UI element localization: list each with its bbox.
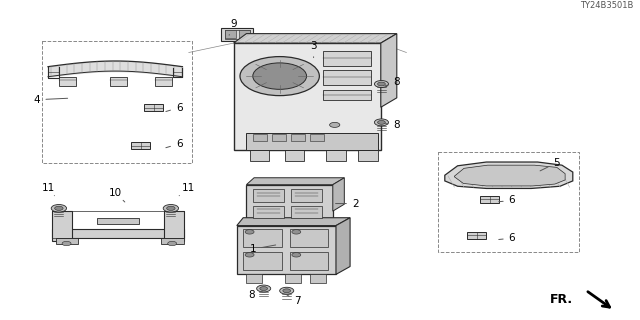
- Polygon shape: [234, 34, 397, 43]
- Bar: [243, 252, 282, 270]
- Circle shape: [253, 63, 307, 89]
- Bar: [326, 150, 346, 161]
- Polygon shape: [336, 218, 350, 274]
- Bar: [131, 142, 150, 149]
- Circle shape: [240, 57, 319, 96]
- Text: 11: 11: [42, 183, 54, 196]
- Circle shape: [292, 253, 301, 257]
- Circle shape: [283, 289, 291, 292]
- Circle shape: [347, 135, 357, 140]
- Circle shape: [166, 206, 175, 210]
- Bar: [246, 274, 262, 283]
- Bar: [161, 238, 184, 244]
- Bar: [253, 189, 284, 202]
- Bar: [234, 43, 381, 150]
- Bar: [290, 252, 328, 270]
- Bar: [291, 206, 322, 218]
- Bar: [358, 150, 378, 161]
- Bar: [239, 30, 250, 38]
- Bar: [144, 104, 163, 111]
- Bar: [310, 274, 326, 283]
- Circle shape: [378, 120, 385, 124]
- Circle shape: [260, 287, 268, 291]
- Bar: [310, 134, 324, 140]
- Text: 10: 10: [109, 188, 125, 202]
- Bar: [243, 229, 282, 247]
- Text: 6: 6: [499, 233, 515, 243]
- Bar: [467, 232, 486, 239]
- Text: 7: 7: [287, 295, 301, 306]
- Bar: [438, 152, 579, 252]
- Bar: [480, 196, 499, 203]
- Circle shape: [163, 204, 179, 212]
- Bar: [323, 70, 371, 85]
- Bar: [110, 77, 127, 86]
- Bar: [221, 28, 253, 41]
- Text: 2: 2: [335, 199, 358, 209]
- Bar: [56, 238, 78, 244]
- Circle shape: [280, 287, 294, 294]
- Circle shape: [374, 81, 388, 87]
- Bar: [52, 211, 72, 241]
- Text: 5: 5: [540, 158, 560, 171]
- Bar: [250, 150, 269, 161]
- Polygon shape: [381, 34, 397, 107]
- Bar: [323, 51, 371, 66]
- Circle shape: [330, 122, 340, 127]
- Bar: [291, 134, 305, 140]
- Circle shape: [51, 204, 67, 212]
- Text: TY24B3501B: TY24B3501B: [580, 1, 634, 10]
- Bar: [272, 134, 286, 140]
- Text: 4: 4: [34, 95, 68, 105]
- Text: 8: 8: [385, 77, 400, 87]
- Bar: [42, 42, 192, 163]
- Polygon shape: [445, 162, 573, 188]
- Text: 6: 6: [499, 196, 515, 205]
- Circle shape: [245, 253, 254, 257]
- Bar: [290, 229, 328, 247]
- Circle shape: [378, 82, 385, 86]
- Bar: [225, 30, 250, 39]
- Bar: [97, 218, 139, 224]
- Polygon shape: [333, 178, 344, 211]
- Text: 8: 8: [248, 290, 262, 300]
- Bar: [246, 133, 378, 150]
- Circle shape: [245, 230, 254, 234]
- Text: 6: 6: [166, 139, 182, 149]
- Polygon shape: [246, 178, 344, 185]
- Bar: [323, 90, 371, 100]
- Circle shape: [374, 119, 388, 126]
- Circle shape: [257, 285, 271, 292]
- Bar: [291, 189, 322, 202]
- Bar: [164, 211, 184, 241]
- Circle shape: [54, 206, 63, 210]
- Text: 9: 9: [229, 19, 237, 35]
- Text: 3: 3: [310, 41, 317, 58]
- Polygon shape: [237, 218, 350, 226]
- Bar: [246, 185, 333, 222]
- Polygon shape: [454, 165, 565, 186]
- Text: 1: 1: [250, 244, 276, 254]
- Circle shape: [168, 241, 177, 246]
- Bar: [285, 274, 301, 283]
- Bar: [52, 229, 184, 238]
- Text: 11: 11: [179, 183, 195, 196]
- Text: 6: 6: [166, 103, 182, 113]
- Bar: [237, 226, 336, 274]
- Bar: [225, 30, 236, 38]
- Bar: [59, 77, 76, 86]
- Text: FR.: FR.: [550, 293, 573, 306]
- Text: 8: 8: [385, 120, 400, 130]
- Circle shape: [62, 241, 71, 246]
- Circle shape: [292, 230, 301, 234]
- Bar: [253, 134, 267, 140]
- Bar: [285, 150, 304, 161]
- Bar: [253, 206, 284, 218]
- Bar: [155, 77, 172, 86]
